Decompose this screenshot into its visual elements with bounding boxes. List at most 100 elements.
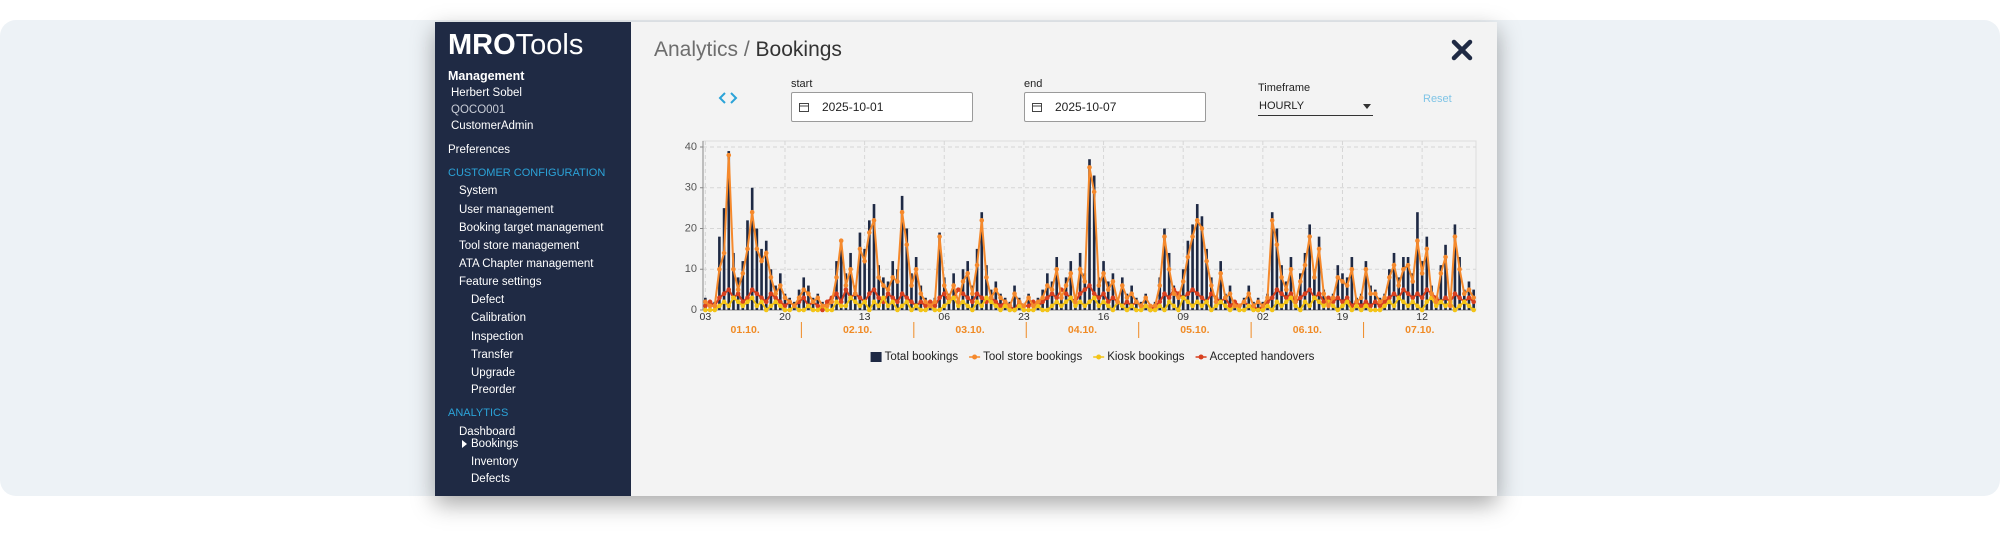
menu-item[interactable]: Defect: [471, 294, 505, 306]
close-button[interactable]: [1451, 39, 1473, 61]
point: [1372, 299, 1378, 305]
bar: [1336, 265, 1340, 310]
point: [745, 295, 750, 301]
point: [1316, 299, 1322, 305]
legend-item[interactable]: Total bookings: [870, 351, 959, 363]
point: [1237, 303, 1242, 309]
point: [1021, 307, 1027, 313]
bar: [1280, 265, 1283, 310]
point: [801, 295, 807, 301]
bar: [1247, 285, 1251, 310]
menu-item[interactable]: Preorder: [471, 384, 516, 396]
point: [731, 266, 736, 272]
menu-item[interactable]: Upgrade: [471, 367, 516, 379]
bar: [1308, 224, 1311, 310]
menu-item[interactable]: ATA Chapter management: [459, 258, 594, 270]
bar: [741, 261, 745, 310]
bar: [1425, 236, 1429, 310]
menu-item[interactable]: Calibration: [471, 312, 526, 324]
point: [1340, 279, 1345, 284]
point: [1185, 291, 1191, 297]
bar: [1406, 257, 1410, 310]
reset-button[interactable]: Reset: [1423, 93, 1452, 105]
point: [1218, 271, 1223, 276]
breadcrumb-parent[interactable]: Analytics /: [654, 38, 750, 61]
point: [1101, 271, 1106, 276]
point: [1447, 303, 1453, 309]
point: [735, 291, 741, 297]
bar: [1228, 285, 1232, 310]
point: [763, 307, 769, 313]
point: [1213, 303, 1219, 309]
bar: [1411, 273, 1415, 310]
bar: [1060, 293, 1063, 310]
point: [970, 291, 975, 297]
menu-item[interactable]: Preferences: [448, 144, 511, 156]
point: [899, 291, 905, 297]
bar: [802, 277, 806, 310]
bar: [1364, 261, 1368, 310]
point: [787, 307, 792, 313]
point: [740, 299, 746, 305]
bar: [727, 151, 731, 310]
menu-item[interactable]: Booking target management: [459, 222, 604, 234]
menu-item[interactable]: Feature settings: [459, 276, 542, 288]
point: [1040, 307, 1045, 313]
point: [904, 299, 910, 305]
point: [909, 299, 914, 305]
point: [717, 303, 722, 309]
period-nav[interactable]: [718, 91, 738, 105]
point: [717, 295, 722, 301]
point: [1335, 307, 1341, 313]
bar: [1163, 228, 1166, 310]
legend-item[interactable]: Tool store bookings: [969, 351, 1082, 363]
point: [1096, 283, 1102, 288]
point: [717, 266, 722, 272]
point: [1354, 303, 1359, 309]
point: [1391, 262, 1397, 268]
point: [1152, 303, 1158, 309]
point: [974, 299, 980, 305]
point: [1152, 307, 1158, 313]
menu-item[interactable]: Transfer: [471, 349, 514, 361]
point: [759, 295, 764, 301]
menu-item[interactable]: Inventory: [471, 456, 519, 468]
legend-item[interactable]: Kiosk bookings: [1093, 351, 1185, 363]
point: [876, 275, 881, 280]
point: [707, 307, 713, 313]
legend-marker: [1198, 354, 1204, 360]
menu-item[interactable]: Defects: [471, 473, 510, 485]
point: [881, 283, 886, 288]
point: [1401, 299, 1406, 305]
menu-item[interactable]: Tool store management: [459, 240, 580, 252]
point: [965, 271, 970, 276]
point: [904, 295, 910, 301]
timeframe-select[interactable]: HOURLY: [1258, 97, 1373, 116]
point: [1059, 295, 1064, 301]
end-input[interactable]: 2025-10-07: [1024, 92, 1206, 122]
point: [951, 295, 956, 301]
menu-item[interactable]: Inspection: [471, 331, 524, 343]
menu-item[interactable]: User management: [459, 204, 554, 216]
point: [1026, 303, 1031, 309]
point: [806, 291, 811, 297]
point: [1419, 307, 1425, 313]
bar: [1130, 285, 1133, 310]
point: [1293, 303, 1298, 309]
start-input[interactable]: 2025-10-01: [791, 92, 973, 122]
point: [871, 287, 877, 292]
bar: [1046, 273, 1049, 310]
point: [1424, 246, 1430, 252]
menu-item[interactable]: Bookings: [471, 438, 519, 450]
bar: [971, 285, 974, 310]
menu-item[interactable]: System: [459, 185, 498, 197]
point: [1391, 303, 1397, 309]
legend-item[interactable]: Accepted handovers: [1195, 351, 1315, 363]
point: [834, 275, 839, 280]
point: [1162, 234, 1167, 239]
point: [1162, 307, 1167, 313]
bar: [910, 273, 913, 310]
point: [1316, 246, 1322, 252]
menu-item[interactable]: Dashboard: [459, 426, 516, 438]
point: [1265, 303, 1270, 309]
